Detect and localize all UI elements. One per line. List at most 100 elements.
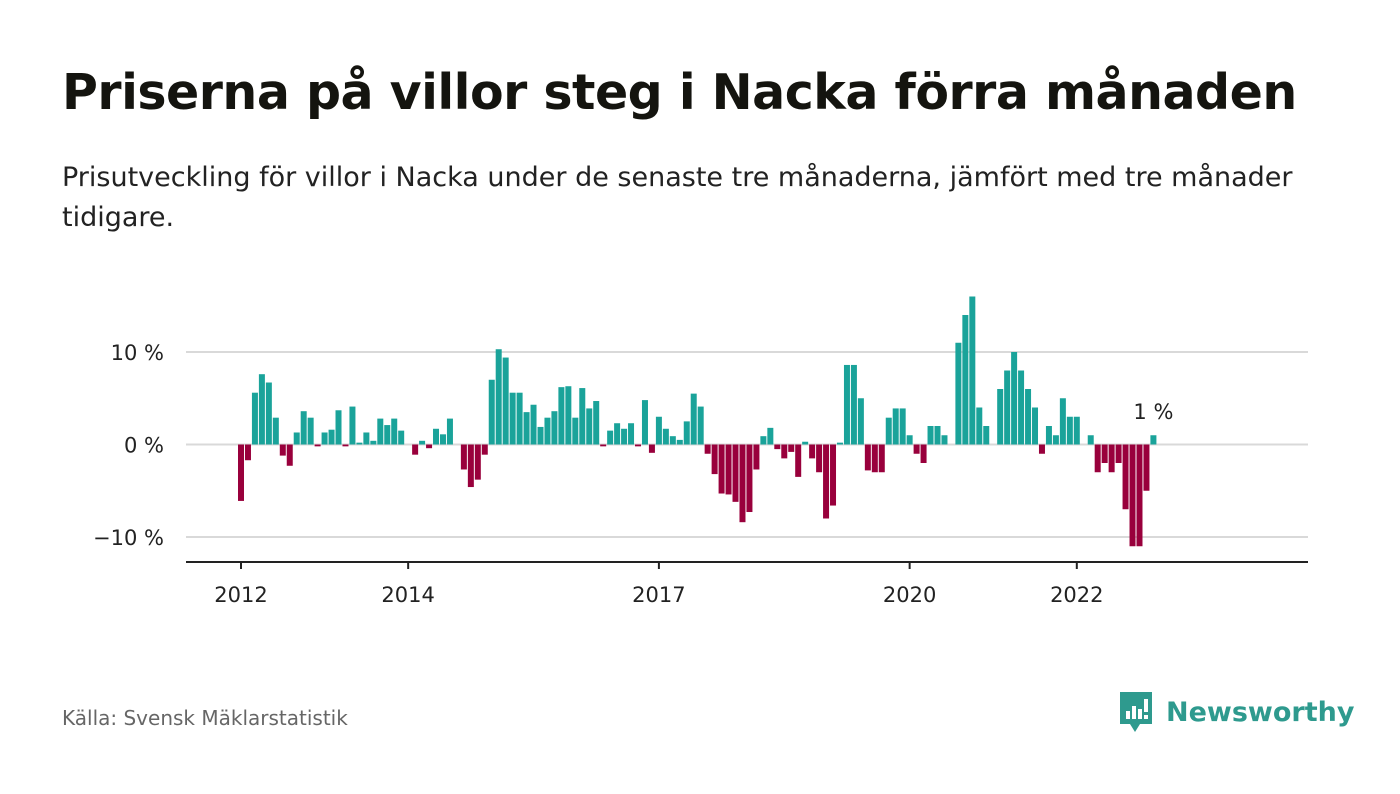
bar	[1094, 444, 1101, 473]
bar	[753, 444, 760, 470]
bar	[906, 435, 913, 445]
bar	[788, 444, 795, 452]
y-tick-labels: −10 % 0 % 10 %	[93, 341, 164, 550]
bar	[551, 411, 558, 445]
bar	[711, 444, 718, 475]
bar	[530, 404, 537, 445]
bar	[983, 426, 990, 445]
bar	[600, 444, 607, 447]
bar	[997, 389, 1004, 445]
bar	[474, 444, 481, 480]
bar	[1122, 444, 1129, 510]
bar	[934, 426, 941, 445]
x-tick-label: 2020	[883, 583, 936, 607]
bar	[1136, 444, 1143, 547]
bar	[1038, 444, 1045, 454]
bar	[704, 444, 711, 454]
y-tick-label: 10 %	[111, 341, 164, 365]
bar	[328, 429, 335, 445]
bar	[614, 423, 621, 445]
bar	[760, 436, 767, 445]
bar	[1101, 444, 1108, 463]
bar	[1025, 389, 1032, 445]
bar	[384, 425, 391, 445]
bar	[662, 428, 669, 445]
bar	[342, 444, 349, 447]
bar	[976, 407, 983, 445]
bar	[809, 444, 816, 459]
bar	[871, 444, 878, 473]
bar	[823, 444, 830, 519]
bar	[1087, 435, 1094, 445]
bar	[774, 444, 781, 450]
bar	[265, 382, 272, 445]
last-value-label: 1 %	[1133, 400, 1173, 424]
bar	[1143, 444, 1150, 491]
bar	[669, 436, 676, 445]
bar	[1011, 352, 1018, 445]
y-tick-label: 0 %	[124, 434, 164, 458]
bar	[363, 432, 370, 445]
bar	[370, 440, 377, 445]
bar	[495, 349, 502, 445]
bar	[1052, 435, 1059, 445]
x-ticks: 2012 2014 2017 2020 2022	[214, 562, 1104, 607]
x-tick-label: 2012	[214, 583, 267, 607]
brand-logo[interactable]: Newsworthy	[1118, 690, 1354, 734]
bar	[913, 444, 920, 454]
bar	[579, 388, 586, 445]
bar	[377, 418, 384, 445]
bar	[732, 444, 739, 502]
bar	[314, 444, 321, 447]
bar	[272, 417, 279, 445]
bar	[439, 434, 446, 445]
bar	[412, 444, 419, 455]
bar	[558, 387, 565, 445]
bar	[426, 444, 433, 449]
bar	[544, 417, 551, 445]
bar	[467, 444, 474, 488]
bar	[767, 427, 774, 445]
bar	[419, 440, 426, 445]
bar	[1018, 370, 1025, 445]
newsworthy-logo-icon	[1120, 692, 1152, 732]
bar	[927, 426, 934, 445]
bar	[1066, 416, 1073, 445]
bar	[635, 444, 641, 447]
bar	[307, 417, 314, 445]
bar	[433, 428, 440, 445]
bar	[830, 444, 837, 506]
bar	[335, 410, 342, 445]
bar	[586, 408, 593, 445]
x-tick-label: 2017	[632, 583, 685, 607]
bar	[516, 392, 523, 445]
bar	[843, 364, 850, 445]
bar	[621, 428, 628, 445]
bar	[969, 296, 976, 445]
bar	[746, 444, 753, 513]
bar	[1150, 435, 1157, 445]
bar	[648, 444, 655, 453]
bar	[1059, 398, 1066, 445]
bar	[481, 444, 488, 455]
bar	[488, 379, 495, 445]
bar	[802, 441, 809, 445]
bar	[641, 400, 648, 445]
bar	[857, 398, 864, 445]
bar	[244, 444, 251, 461]
bar	[690, 393, 697, 445]
bar	[683, 421, 690, 445]
chart-title: Priserna på villor steg i Nacka förra må…	[62, 64, 1297, 121]
bar	[676, 439, 683, 445]
bar	[795, 444, 802, 477]
bar	[1004, 370, 1011, 445]
bar	[718, 444, 725, 494]
bar	[238, 444, 244, 501]
bar	[1129, 444, 1136, 547]
bar	[955, 342, 962, 445]
bar	[460, 444, 467, 470]
bar	[697, 406, 704, 445]
bar	[816, 444, 823, 473]
bar	[607, 430, 614, 445]
